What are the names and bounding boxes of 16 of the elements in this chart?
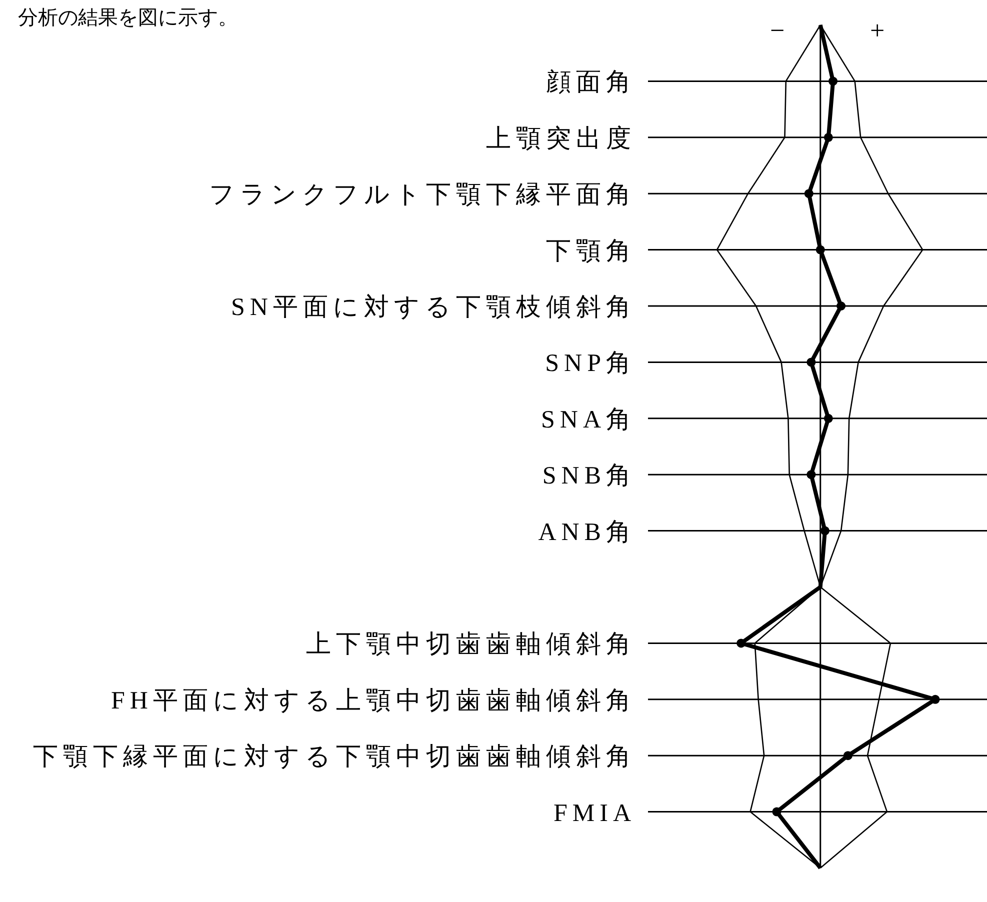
- text: 分析の結果を図に示す。: [18, 7, 238, 29]
- y-tick-label: FMIA: [553, 800, 636, 827]
- y-tick-label: SNB角: [542, 462, 636, 490]
- annotation: +: [870, 16, 885, 45]
- y-tick-label: ANB角: [538, 518, 636, 546]
- annotation: −: [770, 16, 785, 45]
- y-tick-label: 上顎突出度: [486, 124, 636, 152]
- y-tick-label: SNA角: [540, 406, 636, 434]
- y-tick-label: SN平面に対する下顎枝傾斜角: [231, 293, 636, 321]
- y-tick-label: 下顎角: [546, 238, 636, 265]
- y-tick-label: 顔面角: [546, 69, 636, 96]
- y-tick-label: SNP角: [545, 350, 636, 378]
- y-tick-label: 下顎下縁平面に対する下顎中切歯歯軸傾斜角: [33, 742, 636, 771]
- y-tick-label: FH平面に対する上顎中切歯歯軸傾斜角: [111, 686, 636, 714]
- y-tick-label: フランクフルト下顎下縁平面角: [209, 182, 636, 209]
- y-tick-label: 上下顎中切歯歯軸傾斜角: [306, 631, 636, 658]
